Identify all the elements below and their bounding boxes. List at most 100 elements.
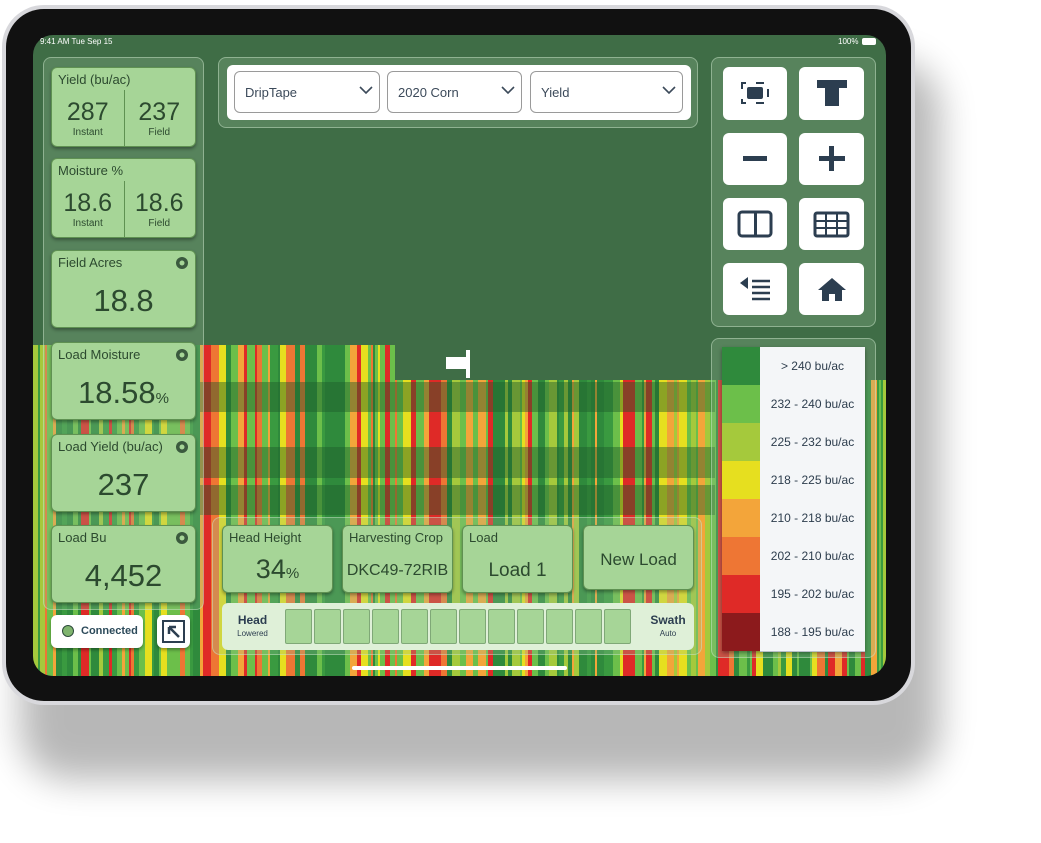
legend-label: 210 - 218 bu/ac xyxy=(760,499,865,538)
battery: 100% xyxy=(838,37,859,46)
stripe xyxy=(305,345,312,676)
card-title: Head Height xyxy=(229,530,302,545)
expand-icon xyxy=(162,620,185,643)
stripe xyxy=(375,345,378,676)
stripe xyxy=(244,345,247,676)
field-acres-card[interactable]: Field Acres 18.8 xyxy=(51,250,196,328)
stripe xyxy=(231,345,235,676)
load-bu-card[interactable]: Load Bu 4,452 xyxy=(51,525,196,603)
button-list[interactable] xyxy=(723,263,787,315)
stripe xyxy=(698,380,705,676)
card-title: Load Bu xyxy=(58,530,107,545)
legend-swatch xyxy=(722,423,760,461)
stripe xyxy=(879,380,881,676)
section-box xyxy=(575,609,602,644)
legend-swatch xyxy=(722,575,760,613)
dropdown[interactable]: 2020 Corn xyxy=(387,71,522,113)
dropdown-label: DripTape xyxy=(245,85,298,100)
legend-swatch xyxy=(722,499,760,537)
card-title: Load Moisture xyxy=(58,347,141,362)
stripe xyxy=(45,345,47,676)
battery-icon xyxy=(862,38,876,45)
button-split[interactable] xyxy=(723,198,787,250)
crop-card[interactable]: Harvesting Crop DKC49-72RIB xyxy=(342,525,453,593)
section-box xyxy=(285,609,312,644)
stripe xyxy=(350,345,352,676)
stripe xyxy=(335,345,341,676)
legend-swatch xyxy=(722,461,760,499)
stripe xyxy=(710,380,716,676)
connection-label: Connected xyxy=(81,625,138,637)
stripe xyxy=(385,345,390,676)
button-combine[interactable] xyxy=(799,67,864,120)
stripe xyxy=(378,345,380,676)
section-box xyxy=(459,609,486,644)
new-load-button[interactable]: New Load xyxy=(583,525,694,590)
head-height-card[interactable]: Head Height 34% xyxy=(222,525,333,593)
button-frame[interactable] xyxy=(723,67,787,120)
head-status: Head Lowered xyxy=(230,613,275,638)
stripe xyxy=(871,380,877,676)
swath-state: Auto xyxy=(659,629,677,638)
value: 18.6 xyxy=(63,189,113,217)
stripe xyxy=(716,380,718,676)
stripe xyxy=(390,345,395,676)
dropdown-label: Yield xyxy=(541,85,570,100)
card-title: Yield (bu/ac) xyxy=(58,72,131,87)
legend-label: 202 - 210 bu/ac xyxy=(760,537,865,576)
card-title: Field Acres xyxy=(58,255,123,270)
stripe xyxy=(33,345,38,676)
stripe xyxy=(883,380,886,676)
value: Load 1 xyxy=(488,560,547,581)
swath-status: Swath Auto xyxy=(643,613,693,638)
stripe xyxy=(262,345,268,676)
button-label: New Load xyxy=(600,550,677,569)
status-dot xyxy=(62,625,74,637)
stripe xyxy=(235,345,238,676)
dropdown[interactable]: DripTape xyxy=(234,71,380,113)
stripe xyxy=(268,345,270,676)
value: 34 xyxy=(255,554,286,584)
stripe xyxy=(373,345,375,676)
button-table[interactable] xyxy=(799,198,864,250)
value: DKC49-72RIB xyxy=(346,562,449,579)
stripe xyxy=(718,380,722,676)
moisture-card: Moisture % 18.6 Instant 18.6 Field xyxy=(51,158,196,238)
stripe xyxy=(40,345,45,676)
legend-label: > 240 bu/ac xyxy=(760,347,865,386)
metrics-panel xyxy=(43,57,204,610)
stripe xyxy=(295,345,298,676)
button-home[interactable] xyxy=(799,263,864,315)
stripe xyxy=(300,345,305,676)
label: Instant xyxy=(72,218,103,229)
stripe xyxy=(203,345,211,676)
card-title: Moisture % xyxy=(58,163,124,178)
label: Instant xyxy=(72,127,103,138)
stripe xyxy=(341,345,345,676)
stripe xyxy=(352,345,357,676)
stripe xyxy=(320,345,322,676)
time: 9:41 AM xyxy=(40,37,70,46)
legend-swatch xyxy=(722,385,760,423)
date: Tue Sep 15 xyxy=(71,37,113,46)
expand-button[interactable] xyxy=(157,615,190,648)
stripe xyxy=(332,345,335,676)
stripe xyxy=(312,345,317,676)
load-moisture-card[interactable]: Load Moisture 18.58% xyxy=(51,342,196,420)
home-indicator xyxy=(352,666,567,670)
stripe xyxy=(247,345,249,676)
button-zoom-out[interactable] xyxy=(723,133,787,185)
section-box xyxy=(604,609,631,644)
stripe xyxy=(270,345,278,676)
stripe xyxy=(38,345,40,676)
stripe xyxy=(325,345,332,676)
stripe xyxy=(368,345,371,676)
stripe xyxy=(357,345,361,676)
dropdown[interactable]: Yield xyxy=(530,71,683,113)
load-card[interactable]: Load Load 1 xyxy=(462,525,573,593)
stripe xyxy=(211,345,219,676)
section-box xyxy=(430,609,457,644)
stripe xyxy=(278,345,280,676)
load-yield-card[interactable]: Load Yield (bu/ac) 237 xyxy=(51,434,196,512)
button-zoom-in[interactable] xyxy=(799,133,864,185)
